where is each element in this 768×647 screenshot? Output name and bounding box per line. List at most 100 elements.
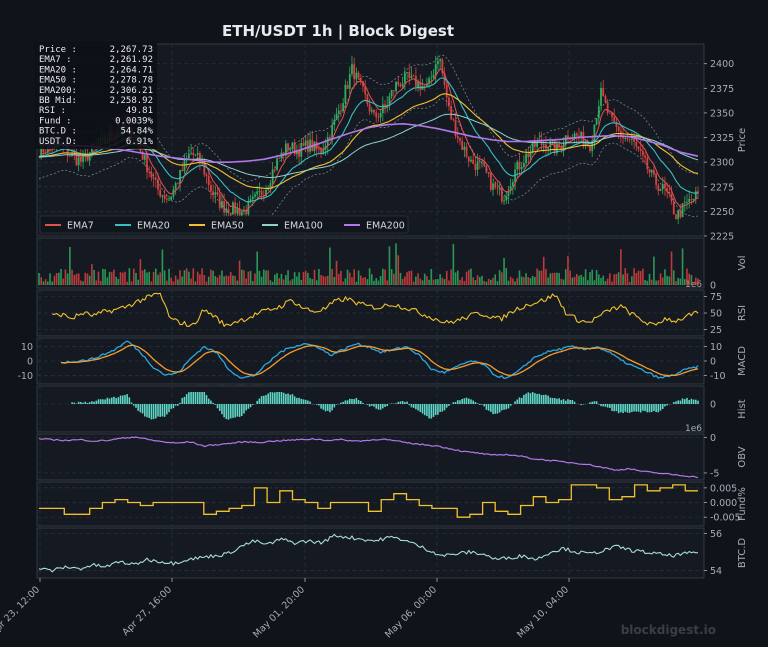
hist-bar: [569, 399, 571, 404]
volume-bar: [86, 273, 89, 285]
panel-funding-ytick-label-0: -0.005: [710, 513, 741, 524]
hist-bar: [146, 404, 148, 418]
hist-bar: [410, 404, 413, 408]
price-candle-body: [302, 143, 305, 146]
volume-bar: [562, 279, 565, 285]
volume-bar: [434, 279, 437, 285]
price-candle-body: [161, 195, 164, 197]
hist-bar: [516, 399, 519, 404]
hist-bar: [538, 393, 541, 404]
hist-bar: [320, 404, 322, 409]
volume-bars: [38, 243, 699, 285]
price-candle-body: [503, 200, 505, 202]
volume-bar: [190, 278, 192, 285]
volume-bar: [525, 273, 527, 285]
volume-bar: [672, 270, 675, 285]
volume-bar: [538, 270, 541, 285]
price-candle-body: [626, 138, 629, 140]
volume-bar: [595, 269, 598, 285]
price-candle-body: [679, 210, 682, 218]
volume-bar: [192, 268, 195, 285]
price-candle-body: [353, 64, 356, 80]
volume-bar: [106, 277, 109, 285]
hist-bar: [155, 404, 157, 419]
hist-bar: [459, 400, 461, 404]
volume-bar: [516, 277, 519, 285]
volume-bar: [406, 272, 408, 285]
hist-bar: [558, 398, 560, 404]
ema200-line: [39, 123, 699, 163]
volume-bar: [439, 274, 441, 285]
panel-price-ytick-label-6: 2375: [710, 84, 734, 95]
price-candle-body: [150, 172, 153, 178]
volume-bar: [364, 277, 366, 285]
hist-bar: [474, 401, 477, 404]
hist-bar: [518, 397, 521, 404]
volume-bar: [205, 281, 208, 285]
volume-bar: [227, 275, 230, 285]
hist-bar: [454, 402, 457, 404]
hist-bar: [245, 404, 247, 411]
price-candle-body: [639, 148, 642, 151]
price-candle-body: [403, 72, 406, 84]
info-label-1: EMA7 :: [39, 55, 72, 65]
volume-bar: [452, 243, 455, 285]
volume-bar: [353, 269, 355, 285]
volume-bar: [232, 275, 234, 285]
price-candle-body: [399, 84, 402, 87]
price-candle-body: [401, 83, 404, 87]
hist-bar: [117, 397, 120, 404]
volume-bar: [611, 281, 613, 285]
volume-bar: [271, 281, 274, 285]
volume-bar: [377, 280, 380, 285]
volume-bar: [507, 280, 510, 285]
volume-bar: [168, 268, 170, 285]
hist-bar: [443, 404, 446, 411]
volume-bar: [553, 272, 556, 285]
volume-bar: [362, 277, 364, 285]
price-candle-body: [373, 109, 375, 113]
hist-bar: [406, 401, 408, 404]
hist-bar: [282, 392, 285, 404]
hist-bar: [536, 393, 538, 404]
volume-bar: [646, 280, 649, 285]
price-candle-body: [428, 78, 431, 85]
hist-bar: [412, 404, 415, 408]
volume-bar: [375, 278, 378, 285]
hist-bar: [302, 399, 305, 404]
info-label-4: EMA200:: [39, 86, 77, 96]
hist-bar: [390, 403, 393, 404]
hist-bar: [267, 393, 270, 404]
volume-bar: [307, 272, 309, 285]
hist-bar: [571, 399, 574, 404]
volume-bar: [53, 275, 56, 285]
hist-bar: [192, 392, 195, 404]
price-candle-body: [181, 169, 184, 172]
price-candle-body: [249, 199, 252, 202]
hist-bar: [150, 404, 153, 420]
volume-bar: [269, 280, 272, 285]
price-candle-body: [511, 182, 514, 187]
price-candle-body: [397, 81, 400, 85]
price-candle-body: [141, 151, 144, 160]
hist-bar: [121, 395, 124, 404]
price-candle-body: [423, 85, 426, 87]
price-candle-body: [534, 141, 536, 147]
volume-bar: [128, 268, 131, 285]
hist-bar: [659, 404, 662, 411]
volume-bar: [77, 273, 80, 285]
hist-bar: [591, 401, 594, 404]
price-candle-body: [414, 76, 417, 87]
panel-macd-left-tick-0: -10: [17, 371, 33, 382]
volume-bar: [371, 274, 373, 285]
panel-obv-ytick-label-0: -5: [710, 468, 719, 479]
hist-bar: [84, 401, 87, 404]
volume-bar: [265, 270, 267, 285]
price-candle-body: [595, 118, 598, 125]
volume-bar: [441, 277, 444, 285]
price-candle-body: [364, 86, 367, 95]
price-candle-body: [333, 119, 336, 125]
price-candle-body: [251, 196, 254, 200]
hist-bar: [525, 393, 527, 404]
hist-bar: [212, 402, 214, 404]
